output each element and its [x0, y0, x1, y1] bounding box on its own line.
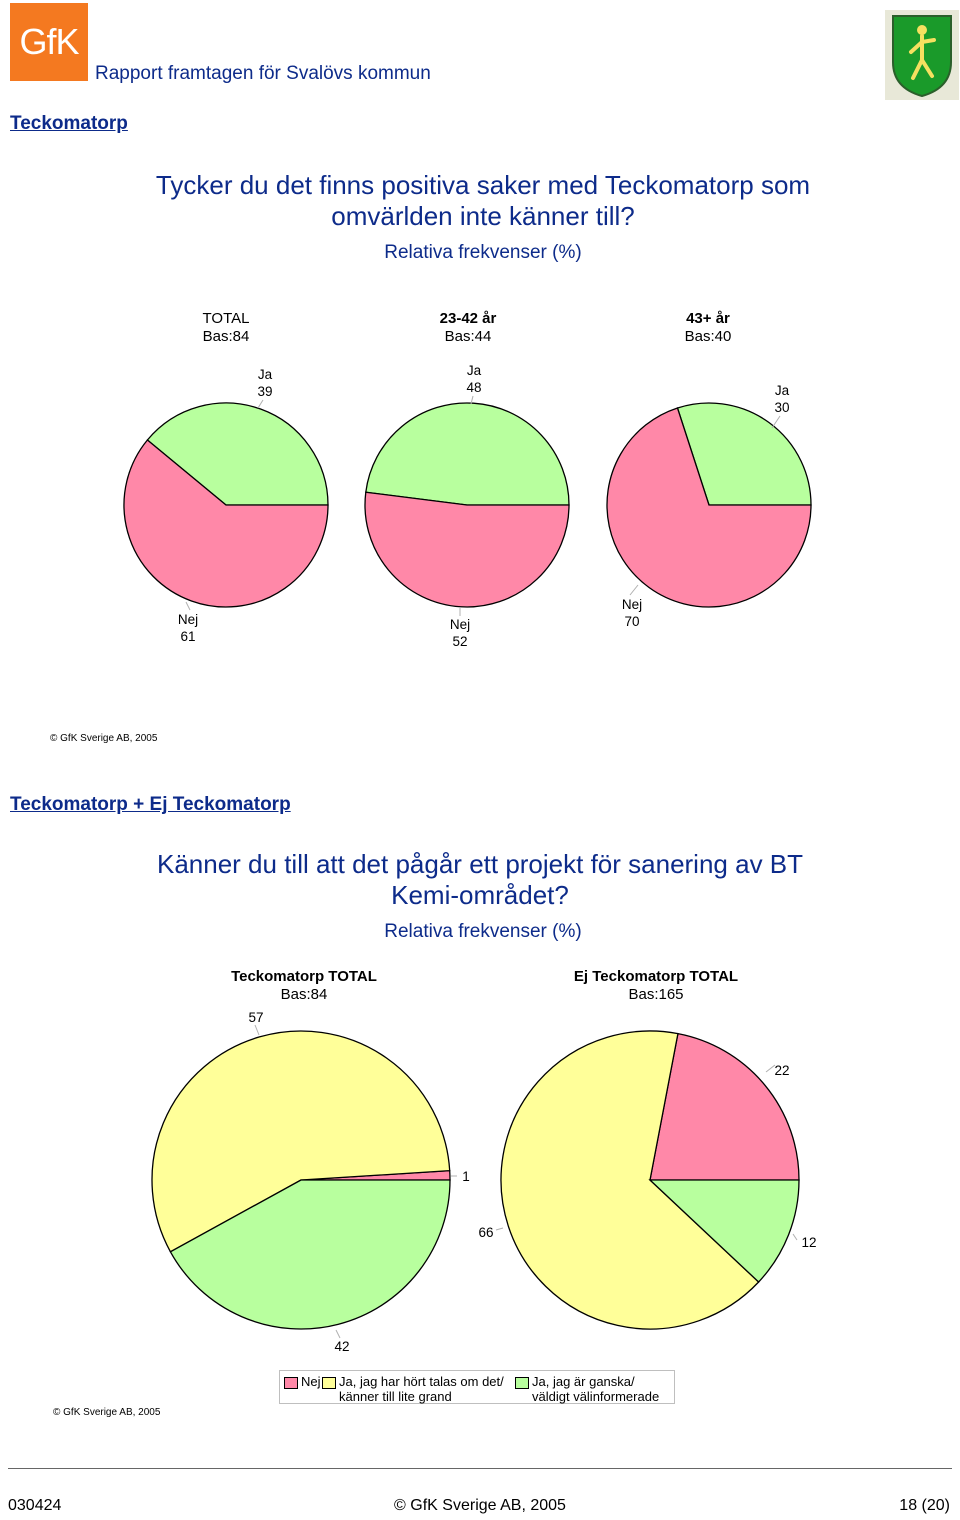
- pie-4-ja-valinf-value: 42: [334, 1339, 350, 1354]
- pie-3-base: Bas:40: [684, 328, 732, 345]
- legend-label-ja-hort-2: känner till lite grand: [339, 1389, 452, 1404]
- pie-1-header: TOTAL Bas:84: [146, 310, 306, 346]
- legend-label-ja-valinf-2: väldigt välinformerade: [532, 1389, 660, 1404]
- section-title-1: Teckomatorp: [10, 113, 128, 134]
- pie-5-slice-nej-0: [649, 1032, 800, 1181]
- pie-4-header: Teckomatorp TOTAL Bas:84: [204, 968, 404, 1004]
- pie-1-nej-label: Nej 61: [163, 611, 213, 645]
- pie-3-nej-value: 70: [624, 614, 640, 629]
- pie-3-nej-name: Nej: [621, 597, 643, 612]
- chart-1-pies: [123, 395, 812, 616]
- pie-1-ja-leader: [257, 399, 264, 409]
- legend-label-ja-hort-1: Ja, jag har hört talas om det/: [339, 1374, 504, 1389]
- pie-5-nej-value: 22: [774, 1063, 790, 1078]
- pie-2-name: 23-42 år: [439, 310, 497, 327]
- pie-4-base: Bas:84: [280, 986, 328, 1003]
- pie-1-nej-name: Nej: [177, 612, 199, 627]
- pie-5-header: Ej Teckomatorp TOTAL Bas:165: [546, 968, 766, 1004]
- pie-4-slice-ja-2: [169, 1179, 451, 1330]
- pie-2-nej-name: Nej: [449, 617, 471, 632]
- pie-4-ja-valinf-leader: [335, 1329, 341, 1339]
- pie-1-ja-name: Ja: [257, 367, 273, 382]
- pie-5-base: Bas:165: [628, 986, 684, 1003]
- pie-3-ja-label: Ja 30: [757, 382, 807, 416]
- footer-page-number: 18 (20): [899, 1497, 950, 1514]
- pie-4-ja-hort-value: 57: [248, 1010, 264, 1025]
- pie-3-nej-leader: [629, 584, 639, 596]
- pie-1-slice-ja-0: [146, 402, 329, 506]
- pie-2-base: Bas:44: [444, 328, 492, 345]
- pie-5-slice-ja-2: [648, 1179, 800, 1283]
- pie-4-slice-ja-1: [151, 1030, 451, 1253]
- pie-2-ja-value: 48: [466, 380, 482, 395]
- pie-2-header: 23-42 år Bas:44: [388, 310, 548, 346]
- legend-item-ja-hort: Ja, jag har hört talas om det/ känner ti…: [322, 1374, 504, 1404]
- pie-2-nej-label: Nej 52: [435, 616, 485, 650]
- pie-3-name: 43+ år: [686, 310, 730, 327]
- pie-3-slice-ja-0: [676, 402, 812, 506]
- subtitle-1: Relativa frekvenser (%): [384, 242, 582, 263]
- pie-3-ja-leader: [771, 415, 781, 429]
- question-2: Känner du till att det pågår ett projekt…: [156, 849, 804, 910]
- pie-1-base: Bas:84: [202, 328, 250, 345]
- section-title-2: Teckomatorp + Ej Teckomatorp: [10, 794, 291, 815]
- pie-3-ja-value: 30: [774, 400, 790, 415]
- pie-3-header: 43+ år Bas:40: [628, 310, 788, 346]
- pie-2-slice-ja-0: [365, 402, 570, 506]
- copyright-1: © GfK Sverige AB, 2005: [50, 733, 158, 744]
- pie-5-ja-hort-leader: [495, 1227, 504, 1231]
- legend-item-nej: Nej: [284, 1374, 321, 1389]
- gfk-logo: GfK: [10, 3, 88, 81]
- legend-swatch-nej: [284, 1377, 298, 1389]
- copyright-2: © GfK Sverige AB, 2005: [53, 1407, 161, 1418]
- pie-2-nej-value: 52: [452, 634, 468, 649]
- question-1: Tycker du det finns positiva saker med T…: [155, 170, 811, 231]
- pie-4-ja-hort-leader: [254, 1024, 260, 1036]
- chart-2-pies: [151, 1024, 800, 1339]
- pie-5-ja-hort-value: 66: [478, 1225, 494, 1240]
- pie-2-ja-label: Ja 48: [449, 362, 499, 396]
- pie-2-slice-nej-1: [364, 491, 570, 608]
- pie-4-name: Teckomatorp TOTAL: [231, 968, 377, 985]
- pie-1-ja-value: 39: [257, 384, 273, 399]
- pie-2-ja-leader: [470, 395, 474, 405]
- legend-swatch-ja-valinf: [515, 1377, 529, 1389]
- footer-divider: [8, 1468, 952, 1469]
- legend-label-nej: Nej: [301, 1374, 321, 1389]
- pie-5-ja-valinf-value: 12: [801, 1235, 817, 1250]
- footer-date: 030424: [8, 1497, 62, 1514]
- pie-3-nej-label: Nej 70: [607, 596, 657, 630]
- pie-2-ja-name: Ja: [466, 363, 482, 378]
- pie-5-nej-leader: [765, 1064, 776, 1073]
- subtitle-2: Relativa frekvenser (%): [384, 921, 582, 942]
- pie-5-name: Ej Teckomatorp TOTAL: [573, 968, 739, 985]
- pie-1-name: TOTAL: [202, 310, 250, 327]
- pie-1-nej-value: 61: [180, 629, 196, 644]
- report-title: Rapport framtagen för Svalövs kommun: [95, 63, 431, 84]
- pie-1-slice-nej-1: [123, 439, 329, 608]
- pie-1-ja-label: Ja 39: [240, 366, 290, 400]
- chart-2-legend: Nej Ja, jag har hört talas om det/ känne…: [279, 1370, 675, 1404]
- pie-3-slice-nej-1: [606, 407, 812, 608]
- legend-swatch-ja-hort: [322, 1377, 336, 1389]
- legend-label-ja-valinf-1: Ja, jag är ganska/: [532, 1374, 635, 1389]
- pie-4-nej-value: 1: [462, 1169, 470, 1184]
- pie-5-slice-ja-1: [500, 1030, 760, 1330]
- legend-item-ja-valinf: Ja, jag är ganska/ väldigt välinformerad…: [515, 1374, 659, 1404]
- pie-1-nej-leader: [185, 601, 191, 611]
- footer-copyright: © GfK Sverige AB, 2005: [394, 1497, 566, 1514]
- municipality-crest-icon: [885, 10, 959, 100]
- pie-3-ja-name: Ja: [774, 383, 790, 398]
- pie-5-ja-valinf-leader: [792, 1233, 798, 1241]
